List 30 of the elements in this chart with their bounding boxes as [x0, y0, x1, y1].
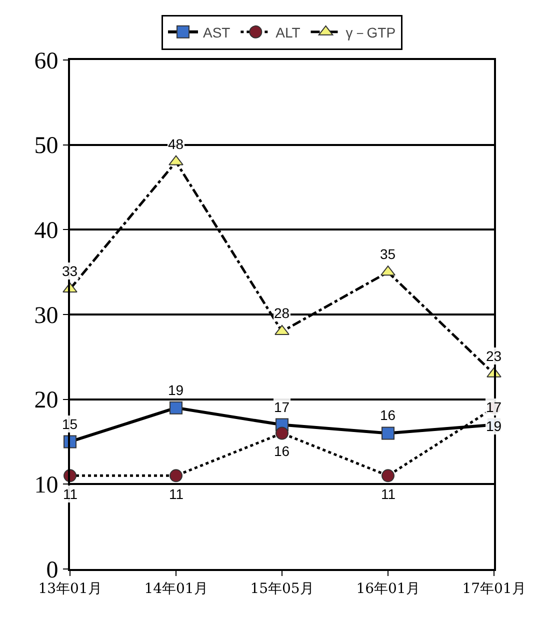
x-tick-label: 15年05月 [250, 580, 314, 597]
data-label: 11 [169, 486, 184, 502]
x-tick-label: 16年01月 [356, 580, 420, 597]
legend-label: AST [203, 24, 231, 40]
data-label: 23 [486, 348, 502, 364]
y-tick-label: 0 [46, 557, 58, 584]
data-label: 17 [274, 399, 290, 415]
y-tick-label: 30 [34, 302, 58, 329]
data-label: 19 [486, 418, 502, 434]
legend-label: γ－GTP [346, 24, 396, 40]
y-tick-label: 10 [34, 472, 58, 499]
data-label: 48 [168, 136, 184, 152]
data-label: 28 [274, 305, 290, 321]
y-tick-label: 60 [34, 48, 58, 74]
x-tick-label: 14年01月 [144, 580, 208, 597]
legend-label: ALT [276, 24, 301, 40]
data-label: 11 [63, 486, 78, 502]
data-label: 33 [62, 263, 78, 279]
y-tick-label: 40 [34, 218, 58, 244]
data-label: 16 [274, 443, 290, 459]
data-label: 16 [380, 407, 396, 423]
data-label: 11 [381, 486, 396, 502]
x-tick-label: 17年01月 [462, 580, 526, 597]
data-label: 35 [380, 246, 396, 262]
y-tick-label: 20 [34, 388, 58, 414]
data-label: 15 [62, 416, 78, 432]
x-tick-label: 13年01月 [38, 580, 102, 597]
data-label: 19 [168, 382, 184, 398]
y-tick-label: 50 [34, 133, 58, 160]
data-label: 17 [486, 399, 502, 415]
